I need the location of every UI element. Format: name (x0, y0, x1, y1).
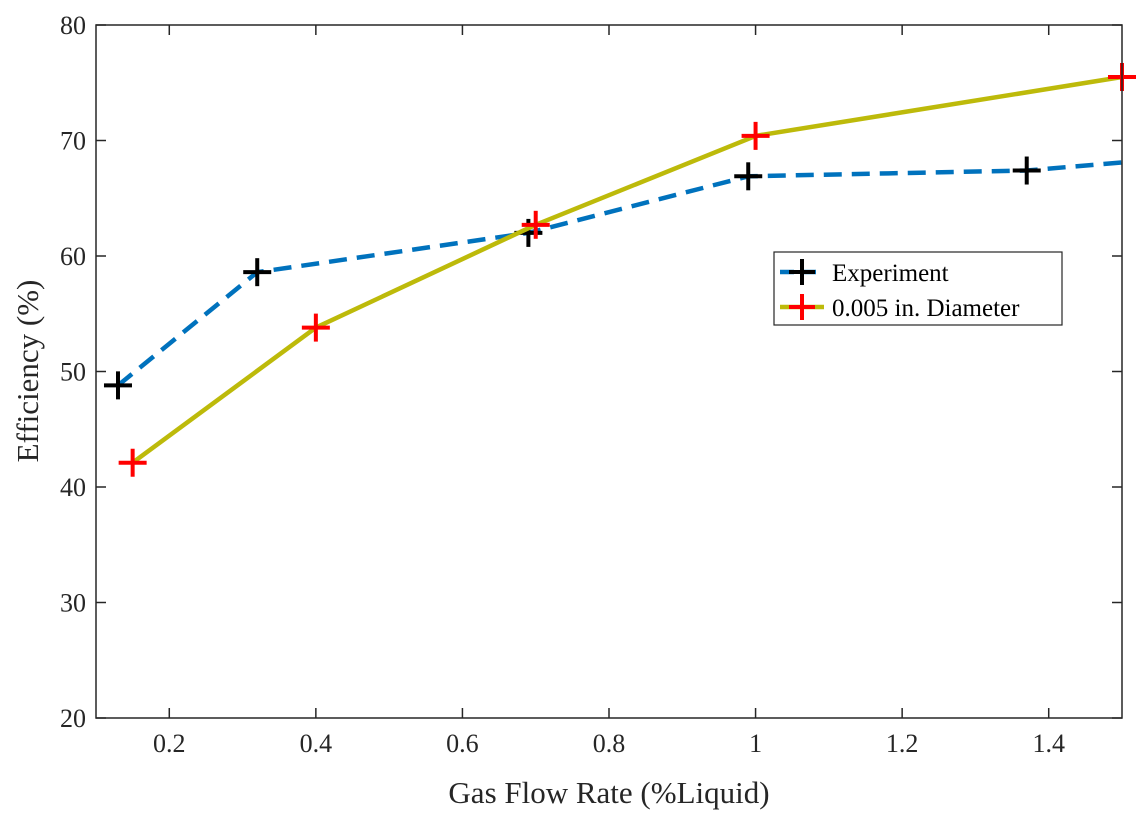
series-0 (103, 156, 1123, 400)
legend-label: Experiment (832, 260, 949, 287)
data-point-0-3 (734, 162, 763, 191)
legend-marker (789, 259, 815, 285)
y-tick-label: 30 (60, 589, 86, 618)
legend: Experiment 0.005 in. Diameter (773, 251, 1063, 326)
data-point-1-2 (521, 210, 550, 239)
series-line-0 (116, 160, 1123, 388)
series-layer (103, 62, 1136, 477)
y-tick-label: 80 (60, 11, 86, 40)
y-tick-label: 70 (60, 127, 86, 156)
tick-labels: 0.2 0.4 0.6 0.8 1 1.2 1.4 20 30 40 50 60 70 80 (60, 11, 1122, 758)
x-tick-label: 0.4 (300, 729, 333, 758)
data-point-0-1 (243, 258, 272, 287)
x-axis-label: Gas Flow Rate (%Liquid) (448, 775, 769, 810)
data-point-1-0 (118, 448, 147, 477)
legend-marker (789, 294, 815, 320)
y-tick-label: 20 (60, 704, 86, 733)
legend-label: 0.005 in. Diameter (832, 295, 1020, 322)
legend-box (773, 251, 1063, 326)
y-axis-label: Efficiency (%) (10, 280, 45, 463)
x-tick-label: 0.2 (153, 729, 186, 758)
data-point-0-4 (1012, 156, 1041, 185)
legend-entry-1: 0.005 in. Diameter (780, 294, 1020, 322)
data-point-1-1 (301, 313, 330, 342)
y-tick-label: 50 (60, 358, 86, 387)
plot-area (96, 25, 1122, 718)
legend-entry-0: Experiment (780, 259, 949, 287)
x-tick-label: 1 (749, 729, 762, 758)
x-tick-label: 0.6 (446, 729, 479, 758)
y-tick-label: 40 (60, 473, 86, 502)
data-point-1-3 (741, 121, 770, 150)
x-tick-label: 1.2 (886, 729, 919, 758)
x-tick-label: 1.4 (1032, 729, 1065, 758)
x-tick-label: 0.8 (593, 729, 626, 758)
series-1 (118, 62, 1136, 477)
plot-background (96, 25, 1122, 718)
data-point-0-0 (103, 371, 132, 400)
y-tick-label: 60 (60, 242, 86, 271)
